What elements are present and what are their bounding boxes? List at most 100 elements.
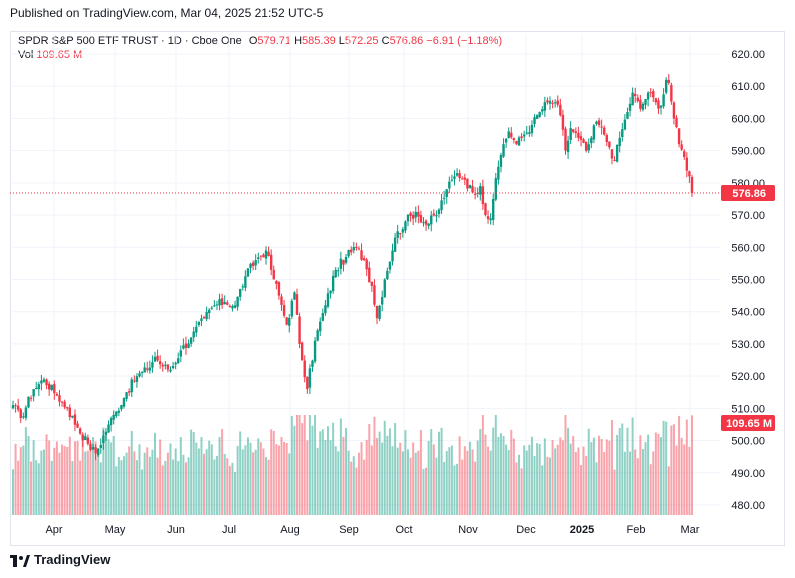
candle-body <box>520 136 523 138</box>
candle-body <box>76 423 79 428</box>
volume-bar <box>329 440 332 515</box>
volume-bar <box>492 427 495 515</box>
candle-body <box>156 355 159 361</box>
candle-body <box>615 144 619 162</box>
y-tick-label: 520.00 <box>731 371 765 383</box>
volume-bar <box>339 418 342 515</box>
candle-body <box>378 305 381 319</box>
candle-body <box>546 100 549 103</box>
volume-bar <box>270 429 273 515</box>
candle-body <box>295 294 299 315</box>
candle-body <box>597 120 601 126</box>
candle-body <box>683 151 686 158</box>
candle-body <box>166 364 170 370</box>
last-price-tag <box>721 184 775 201</box>
candle-body <box>233 305 237 308</box>
candle-body <box>205 311 208 320</box>
candle-body <box>664 79 668 93</box>
candle-body <box>471 186 474 193</box>
candle-body <box>164 364 167 366</box>
volume-bar <box>432 444 435 515</box>
candles <box>11 74 694 461</box>
volume-bar <box>334 446 337 515</box>
volume-bar <box>61 444 64 515</box>
volume-bar <box>499 433 502 515</box>
candle-body <box>197 321 201 325</box>
y-tick-label: 550.00 <box>731 275 765 287</box>
volume-bar <box>647 434 650 515</box>
candle-body <box>450 179 454 181</box>
volume-bar <box>600 439 603 515</box>
volume-bar <box>523 445 526 515</box>
candle-body <box>264 250 268 259</box>
candle-body <box>445 189 448 198</box>
volume-bar <box>197 448 200 515</box>
volume-bar <box>412 442 415 515</box>
volume-bar <box>417 450 420 515</box>
candle-body <box>569 128 572 140</box>
volume-bar <box>574 452 577 515</box>
candle-body <box>16 405 20 410</box>
volume-bar <box>652 451 655 515</box>
candle-body <box>670 84 673 102</box>
volume-bar <box>360 442 363 515</box>
candle-body <box>316 330 319 341</box>
volume-bar <box>298 415 301 515</box>
volume-bar <box>404 430 407 515</box>
candle-body <box>169 369 172 372</box>
candle-body <box>22 416 25 418</box>
candle-body <box>143 367 146 373</box>
x-tick-label: Nov <box>458 524 478 536</box>
candle-body <box>19 409 22 419</box>
volume-bar <box>577 447 580 515</box>
candle-body <box>391 250 394 262</box>
volume-bar <box>579 465 582 515</box>
candle-body <box>84 436 87 441</box>
candle-body <box>58 395 61 402</box>
volume-bar <box>66 446 69 515</box>
volume-bar <box>471 449 474 515</box>
volume-bar <box>290 415 293 515</box>
candle-body <box>350 249 353 253</box>
candle-body <box>631 92 634 106</box>
volume-bar <box>458 436 461 515</box>
volume-bar <box>463 446 466 515</box>
volume-bar <box>409 457 412 515</box>
volume-bar <box>14 443 17 515</box>
candle-body <box>386 270 389 280</box>
volume-bar <box>30 461 33 515</box>
volume-bar <box>153 432 156 515</box>
candle-body <box>220 298 224 306</box>
candle-body <box>262 254 265 258</box>
volume-bar <box>316 447 319 515</box>
candle-body <box>135 376 139 382</box>
volume-bar <box>683 444 686 515</box>
candle-body <box>112 414 115 420</box>
volume-bar <box>538 443 541 515</box>
volume-bar <box>50 460 53 515</box>
candle-body <box>344 256 348 263</box>
volume-bar <box>536 443 539 515</box>
volume-bar <box>541 465 544 515</box>
candle-body <box>610 149 614 159</box>
volume-bar <box>138 444 141 515</box>
volume-bar <box>226 458 229 515</box>
candle-body <box>200 318 203 322</box>
candle-body <box>530 124 534 134</box>
candle-body <box>365 259 368 270</box>
volume-bar <box>654 432 657 515</box>
candle-body <box>489 218 492 221</box>
candle-body <box>559 104 562 116</box>
candle-body <box>109 418 113 426</box>
volume-bar <box>505 444 508 515</box>
volume-bar <box>376 438 379 515</box>
volume-bar <box>246 437 249 515</box>
volume-bar <box>280 437 283 515</box>
candle-body <box>282 305 286 316</box>
volume-bar <box>156 457 159 515</box>
candle-body <box>644 99 647 105</box>
candle-body <box>448 181 451 189</box>
volume-bar <box>476 440 479 515</box>
volume-bar <box>373 416 376 515</box>
